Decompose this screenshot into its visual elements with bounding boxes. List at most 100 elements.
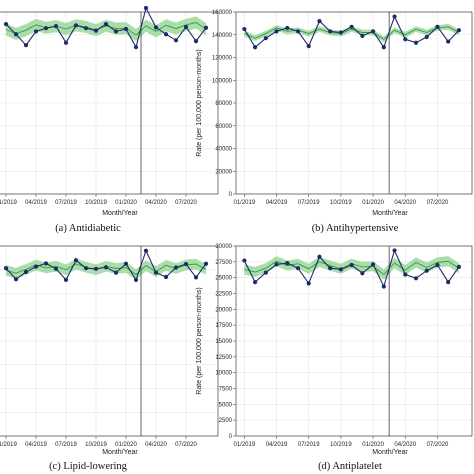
y-tick-label: 140000 <box>212 33 233 39</box>
observed-point <box>204 26 208 30</box>
observed-point <box>54 267 58 271</box>
observed-point <box>382 45 386 49</box>
observed-point <box>64 41 68 45</box>
observed-point <box>114 29 118 33</box>
x-tick-label: 07/2019 <box>298 442 320 448</box>
y-tick-label: 80000 <box>215 101 232 107</box>
y-tick-label: 60000 <box>215 124 232 130</box>
observed-point <box>174 38 178 42</box>
x-tick-label: 04/2019 <box>25 200 47 206</box>
x-tick-label: 07/2019 <box>298 200 320 206</box>
observed-point <box>114 271 118 275</box>
y-tick-label: 10000 <box>215 371 232 377</box>
observed-point <box>104 22 108 26</box>
observed-point <box>94 29 98 33</box>
observed-point <box>296 266 300 270</box>
x-tick-label: 10/2019 <box>85 200 107 206</box>
y-tick-label: 27500 <box>215 260 232 266</box>
observed-point <box>435 263 439 267</box>
observed-point <box>253 45 257 49</box>
observed-point <box>307 281 311 285</box>
observed-point <box>74 258 78 262</box>
observed-point <box>34 29 38 33</box>
observed-point <box>360 271 364 275</box>
x-tick-label: 04/2020 <box>145 200 167 206</box>
observed-point <box>84 26 88 30</box>
observed-point <box>264 271 268 275</box>
chart-panel-4: 0 2500 5000 7500 10000 12500 15000 17500 20000 22… <box>196 244 472 472</box>
y-tick-label: 160000 <box>212 10 233 16</box>
y-tick-label: 0 <box>229 192 233 198</box>
chart-panel-2: 0 20000 40000 60000 80000 100000 120000 140000 1… <box>196 10 472 234</box>
x-tick-label: 04/2020 <box>145 442 167 448</box>
observed-point <box>350 263 354 267</box>
y-axis-label: Rate (per 100,000 person-months) <box>196 49 203 156</box>
observed-point <box>414 41 418 45</box>
observed-point <box>253 280 257 284</box>
observed-point <box>457 28 461 32</box>
observed-point <box>64 278 68 282</box>
y-tick-label: 17500 <box>215 323 232 329</box>
observed-point <box>242 27 246 31</box>
observed-point <box>446 39 450 43</box>
panel-caption: (a) Antidiabetic <box>55 223 121 234</box>
observed-point <box>44 26 48 30</box>
observed-point <box>144 6 148 10</box>
observed-point <box>328 29 332 33</box>
x-tick-label: 07/2020 <box>175 442 197 448</box>
x-tick-label: 01/2019 <box>0 442 18 448</box>
y-tick-label: 15000 <box>215 339 232 345</box>
x-tick-label: 04/2019 <box>25 442 47 448</box>
observed-point <box>392 14 396 18</box>
x-tick-label: 07/2019 <box>55 200 77 206</box>
y-tick-label: 20000 <box>215 169 232 175</box>
y-tick-label: 40000 <box>215 147 232 153</box>
x-axis-label: Month/Year <box>102 449 138 456</box>
observed-point <box>14 32 18 36</box>
observed-point <box>339 267 343 271</box>
observed-point <box>154 25 158 29</box>
observed-point <box>24 43 28 47</box>
observed-point <box>296 29 300 33</box>
observed-point <box>392 248 396 252</box>
x-tick-label: 04/2019 <box>266 442 288 448</box>
chart-panel-3: 01/2019 04/2019 07/2019 10/2019 01/2020 04/20… <box>0 246 218 472</box>
observed-point <box>84 266 88 270</box>
y-tick-label: 120000 <box>212 56 233 62</box>
y-tick-label: 100000 <box>212 78 233 84</box>
observed-point <box>339 30 343 34</box>
x-tick-label: 10/2019 <box>85 442 107 448</box>
observed-point <box>317 19 321 23</box>
x-tick-label: 01/2020 <box>362 200 384 206</box>
x-tick-label: 10/2019 <box>330 442 352 448</box>
observed-point <box>328 266 332 270</box>
y-tick-label: 0 <box>229 434 233 440</box>
observed-point <box>274 29 278 33</box>
observed-point <box>194 39 198 43</box>
observed-point <box>174 265 178 269</box>
panel-caption: (c) Lipid-lowering <box>49 461 128 472</box>
x-axis-label: Month/Year <box>102 210 138 217</box>
observed-point <box>425 35 429 39</box>
observed-point <box>184 262 188 266</box>
observed-point <box>317 255 321 259</box>
observed-point <box>285 26 289 30</box>
observed-point <box>54 24 58 28</box>
x-tick-label: 07/2020 <box>175 200 197 206</box>
observed-point <box>274 262 278 266</box>
observed-point <box>144 249 148 253</box>
x-tick-label: 04/2020 <box>394 442 416 448</box>
x-axis-label: Month/Year <box>372 449 408 456</box>
x-tick-label: 07/2019 <box>55 442 77 448</box>
observed-point <box>425 269 429 273</box>
observed-point <box>371 29 375 33</box>
observed-point <box>4 266 8 270</box>
observed-point <box>124 262 128 266</box>
observed-point <box>264 36 268 40</box>
x-tick-label: 01/2020 <box>362 442 384 448</box>
y-tick-label: 20000 <box>215 307 232 313</box>
y-tick-label: 30000 <box>215 244 232 250</box>
observed-point <box>44 261 48 265</box>
y-tick-label: 2500 <box>219 418 233 424</box>
